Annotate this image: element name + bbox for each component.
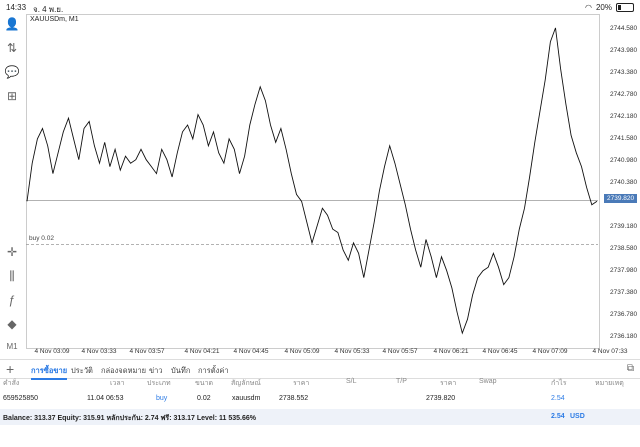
col-profit: กำไร — [551, 380, 567, 387]
col-symbol: สัญลักษณ์ — [231, 380, 261, 387]
tab-settings[interactable]: การตั้งค่า — [198, 366, 229, 375]
crosshair-icon[interactable]: ✛ — [6, 245, 18, 259]
cell-current-price: 2739.820 — [426, 395, 456, 402]
time-label: 4 Nov 05:57 — [382, 348, 418, 355]
price-label: 2740.380 — [610, 179, 638, 186]
cell-volume: 0.02 — [197, 395, 211, 402]
price-chart — [26, 27, 598, 335]
status-time: 14:33 — [6, 3, 27, 12]
col-type: ประเภท — [147, 380, 171, 387]
tab-history[interactable]: ประวัติ — [71, 366, 93, 375]
cell-type: buy — [156, 395, 168, 402]
col-volume: ขนาด — [195, 380, 214, 387]
col-current-price: ราคา — [440, 380, 457, 387]
cell-order: 659525850 — [3, 395, 39, 402]
timeframe-button[interactable]: M1 — [6, 341, 18, 351]
current-price-tag: 2739.820 — [604, 194, 638, 203]
tab-journal[interactable]: บันทึก — [171, 366, 191, 375]
price-label: 2739.180 — [610, 223, 638, 230]
price-label: 2742.180 — [610, 113, 638, 120]
time-label: 4 Nov 05:33 — [334, 348, 370, 355]
time-label: 4 Nov 03:57 — [129, 348, 165, 355]
time-label: 4 Nov 07:09 — [532, 348, 568, 355]
cell-price: 2738.552 — [279, 395, 309, 402]
chart-area[interactable] — [26, 14, 600, 349]
col-order: คำสั่ง — [3, 380, 20, 387]
price-label: 2737.980 — [610, 267, 638, 274]
price-label: 2742.780 — [610, 91, 638, 98]
account-icon[interactable]: 👤 — [4, 17, 20, 31]
tab-trade[interactable]: การซื้อขาย — [31, 365, 68, 380]
status-date: จ. 4 พ.ย. — [33, 5, 64, 14]
col-time: เวลา — [110, 380, 125, 387]
price-label: 2741.580 — [610, 135, 638, 142]
col-comment: หมายเหตุ — [595, 380, 624, 387]
table-row[interactable]: 659525850 11.04 06:53 buy 0.02 xauusdm 2… — [0, 395, 640, 407]
chart-toolbar: 👤 ⇅ 💬 ⊞ ✛ ⫼ ƒ ◆ M1 — [0, 14, 24, 359]
total-profit: 2.54 — [551, 413, 565, 420]
col-sl: S/L — [346, 378, 357, 385]
col-price: ราคา — [293, 380, 310, 387]
col-tp: T/P — [396, 378, 407, 385]
balance-bar: Balance: 313.37 Equity: 315.91 หลักประกั… — [0, 409, 640, 425]
battery-percent: 20% — [595, 3, 612, 12]
objects-icon[interactable]: ◆ — [7, 317, 17, 331]
chart-symbol: XAUUSDm, M1 — [30, 16, 79, 23]
chat-icon[interactable]: 💬 — [4, 65, 20, 79]
battery-icon — [616, 3, 634, 12]
table-header: คำสั่ง เวลา ประเภท ขนาด สัญลักษณ์ ราคา S… — [0, 378, 640, 390]
price-label: 2738.580 — [610, 245, 638, 252]
price-label: 2743.380 — [610, 69, 638, 76]
price-label: 2736.180 — [610, 333, 638, 340]
time-axis: 4 Nov 03:09 4 Nov 03:33 4 Nov 03:57 4 No… — [26, 348, 640, 358]
price-label: 2740.980 — [610, 157, 638, 164]
trade-icon[interactable]: ⇅ — [6, 41, 18, 55]
tab-news[interactable]: ข่าว — [149, 366, 163, 375]
time-label: 4 Nov 06:45 — [482, 348, 518, 355]
time-label: 4 Nov 04:45 — [233, 348, 269, 355]
time-label: 4 Nov 04:21 — [184, 348, 220, 355]
time-label: 4 Nov 06:21 — [433, 348, 469, 355]
balance-text: Balance: 313.37 Equity: 315.91 หลักประกั… — [3, 415, 256, 422]
time-label: 4 Nov 07:33 — [592, 348, 628, 355]
terminal-tabs: + การซื้อขาย ประวัติ กล่องจดหมาย ข่าว บั… — [0, 359, 640, 380]
price-axis: 2744.580 2743.980 2743.380 2742.780 2742… — [608, 14, 640, 347]
buy-order-label: buy 0.02 — [29, 235, 54, 242]
price-label: 2744.580 — [610, 25, 638, 32]
currency-label: USD — [570, 413, 585, 420]
time-label: 4 Nov 03:33 — [81, 348, 117, 355]
new-order-icon[interactable]: + — [6, 361, 15, 377]
price-line — [26, 27, 598, 335]
layout-icon[interactable]: ⧉ — [626, 363, 634, 374]
wifi-icon: ◠ — [585, 3, 592, 12]
tab-mailbox[interactable]: กล่องจดหมาย — [101, 366, 147, 375]
cell-symbol: xauusdm — [232, 395, 261, 402]
add-chart-icon[interactable]: ⊞ — [6, 89, 18, 103]
cell-profit: 2.54 — [551, 395, 565, 402]
cell-time: 11.04 06:53 — [87, 395, 124, 402]
col-swap: Swap — [479, 378, 497, 385]
status-bar: 14:33 จ. 4 พ.ย. ◠ 20% — [0, 0, 640, 14]
price-label: 2743.980 — [610, 47, 638, 54]
price-label: 2736.780 — [610, 311, 638, 318]
time-label: 4 Nov 03:09 — [34, 348, 70, 355]
candle-icon[interactable]: ⫼ — [9, 268, 15, 283]
price-label: 2737.380 — [610, 289, 638, 296]
time-label: 4 Nov 05:09 — [284, 348, 320, 355]
indicator-icon[interactable]: ƒ — [8, 293, 16, 307]
status-right: ◠ 20% — [585, 3, 634, 12]
